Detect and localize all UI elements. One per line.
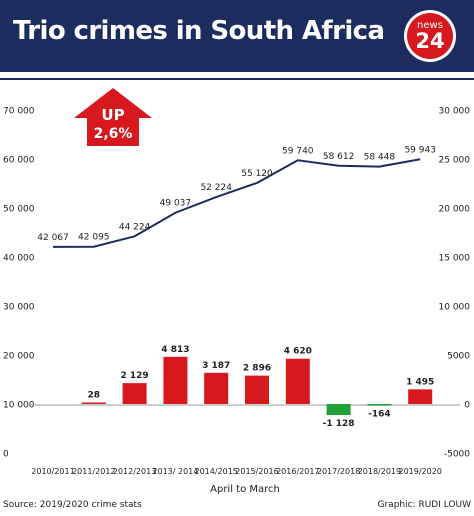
- left-axis-tick-label: 60 000: [3, 156, 35, 166]
- left-axis-tick-label: 0: [3, 450, 9, 460]
- line-series: 42 067 42 095 44 224 49 037 52 224 55 120 59 7…: [37, 145, 436, 248]
- line-value-label: 59 943: [404, 145, 436, 155]
- x-tick-label: 2015/2016: [235, 467, 278, 476]
- bar: [122, 383, 147, 404]
- bar: [285, 358, 310, 404]
- left-axis-tick-label: 50 000: [3, 205, 35, 215]
- x-axis-label: April to March: [210, 484, 280, 495]
- graphic-credit: Graphic: RUDI LOUW: [377, 500, 472, 510]
- left-axis-tick-label: 40 000: [3, 254, 35, 264]
- right-axis-tick-label: 15 000: [439, 254, 471, 264]
- bar: [408, 389, 433, 404]
- right-axis-tick-label: 5000: [447, 352, 470, 362]
- bar: [367, 404, 392, 406]
- right-axis-tick-label: 30 000: [439, 107, 471, 117]
- source-note: Source: 2019/2020 crime stats: [3, 500, 142, 510]
- bar-value-label: -164: [368, 410, 391, 420]
- bar-value-label: 4 620: [284, 347, 312, 357]
- x-tick-label: 2012/2013: [113, 467, 156, 476]
- bar: [81, 402, 106, 404]
- bar: [245, 375, 269, 404]
- badge-label: UP: [101, 106, 124, 124]
- line-value-label: 55 120: [241, 169, 273, 179]
- line-value-label: 52 224: [200, 183, 232, 193]
- bar: [204, 372, 229, 404]
- line-value-label: 49 037: [160, 199, 192, 209]
- bar-value-label: 1 495: [406, 377, 434, 387]
- logo-text-top: news: [417, 20, 443, 31]
- x-tick-label: 2019/2020: [398, 467, 441, 476]
- x-tick-label: 2014/2015: [194, 467, 237, 476]
- chart-title: Trio crimes in South Africa: [13, 16, 385, 46]
- x-tick-label: 2018/2019: [358, 467, 401, 476]
- right-axis-tick-label: 0: [464, 401, 470, 411]
- bar-value-label: 3 187: [202, 361, 230, 371]
- line-value-label: 42 095: [78, 233, 110, 243]
- left-axis-tick-label: 30 000: [3, 303, 35, 313]
- bar: [326, 404, 351, 416]
- left-axis-tick-label: 70 000: [3, 107, 35, 117]
- bar: [163, 356, 188, 404]
- bar-value-label: -1 128: [323, 419, 355, 429]
- bar-series: 28 2 129 4 813 3 187 2 896 4 620 -1 128 -164 1 4…: [81, 345, 434, 429]
- x-tick-label: 2016/2017: [276, 467, 319, 476]
- line-value-label: 42 067: [37, 233, 69, 243]
- x-tick-label: 2017/2018: [317, 467, 360, 476]
- logo-text-number: 24: [415, 29, 445, 53]
- right-axis-tick-label: 10 000: [439, 303, 471, 313]
- left-axis-tick-label: 20 000: [3, 352, 35, 362]
- line-value-label: 58 612: [323, 152, 355, 162]
- line-value-label: 59 740: [282, 146, 314, 156]
- right-axis-tick-label: -5000: [444, 450, 470, 460]
- bar-value-label: 2 129: [121, 371, 149, 381]
- right-axis-tick-label: 25 000: [439, 156, 471, 166]
- badge-percent: 2,6%: [94, 126, 133, 142]
- x-tick-label: 2011/2012: [72, 467, 115, 476]
- x-tick-label: 2013/ 2014: [152, 467, 198, 476]
- left-axis-tick-label: 10 000: [3, 401, 35, 411]
- line-value-label: 44 224: [119, 222, 151, 232]
- right-axis: -5000 0 5000 10 000 15 000 20 000 25 000 30 000: [439, 107, 471, 460]
- up-badge: UP 2,6%: [74, 88, 152, 146]
- trend-line: [52, 158, 421, 248]
- up-arrow-icon: [74, 88, 152, 146]
- header-banner: Trio crimes in South Africa news 24: [0, 0, 474, 72]
- bar-value-label: 28: [88, 391, 101, 401]
- header-divider: [0, 78, 474, 80]
- x-tick-label: 2010/2011: [31, 467, 74, 476]
- bar-value-label: 2 896: [243, 364, 271, 374]
- line-value-label: 58 448: [364, 153, 396, 163]
- crime-chart: UP 2,6% 0 10 000 20 000 30 000 40 000 50 000 6…: [3, 88, 471, 495]
- bar-value-label: 4 813: [161, 345, 189, 355]
- right-axis-tick-label: 20 000: [439, 205, 471, 215]
- news24-logo: news 24: [404, 10, 456, 62]
- left-axis: 0 10 000 20 000 30 000 40 000 50 000 60 000 70 …: [3, 107, 35, 460]
